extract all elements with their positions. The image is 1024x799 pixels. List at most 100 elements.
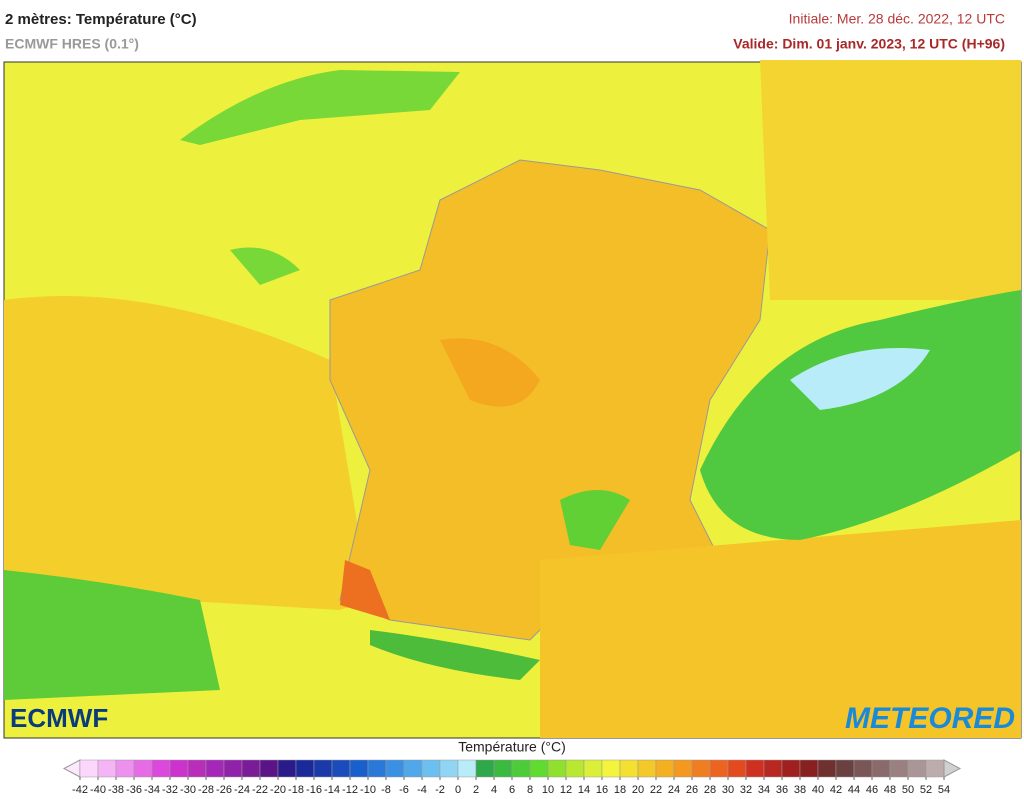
color-box (781, 759, 801, 778)
tick-label: -2 (435, 784, 445, 796)
color-box (619, 759, 639, 778)
color-box (277, 759, 297, 778)
tick-label: -40 (90, 784, 106, 796)
tick-label: -18 (288, 784, 304, 796)
valid-time: Valide: Dim. 01 janv. 2023, 12 UTC (H+96… (733, 36, 1005, 52)
tick-label: -14 (324, 784, 340, 796)
tick-label: 2 (473, 784, 479, 796)
color-box (241, 759, 261, 778)
south-area (540, 520, 1021, 738)
color-box (421, 759, 441, 778)
color-box (763, 759, 783, 778)
color-box (169, 759, 189, 778)
tick-label: -4 (417, 784, 427, 796)
colorbar-under (62, 759, 81, 778)
tick-label: 4 (491, 784, 497, 796)
tick-label: 16 (596, 784, 608, 796)
warm-zone (440, 338, 540, 407)
pyrenees-west-cold (4, 570, 220, 700)
tick-label: -10 (360, 784, 376, 796)
tick-label: 24 (668, 784, 680, 796)
tick-label: -36 (126, 784, 142, 796)
color-box (385, 759, 405, 778)
color-box (259, 759, 279, 778)
tick-label: -12 (342, 784, 358, 796)
tick-label: -34 (144, 784, 160, 796)
initial-time: Initiale: Mer. 28 déc. 2022, 12 UTC (789, 11, 1005, 27)
color-box (205, 759, 225, 778)
color-box (745, 759, 765, 778)
tick-label: -30 (180, 784, 196, 796)
england-cold (180, 70, 460, 145)
color-box (79, 759, 99, 778)
brittany-cold (230, 247, 300, 285)
color-box (673, 759, 693, 778)
color-box (367, 759, 387, 778)
tick-label: 42 (830, 784, 842, 796)
color-box (349, 759, 369, 778)
color-box (907, 759, 927, 778)
color-box (709, 759, 729, 778)
tick-label: 20 (632, 784, 644, 796)
color-box (403, 759, 423, 778)
tick-label: 18 (614, 784, 626, 796)
color-box (853, 759, 873, 778)
tick-label: -6 (399, 784, 409, 796)
color-box (547, 759, 567, 778)
color-box (187, 759, 207, 778)
tick-label: 14 (578, 784, 590, 796)
color-box (331, 759, 351, 778)
tick-label: -42 (72, 784, 88, 796)
color-box (583, 759, 603, 778)
tick-label: 22 (650, 784, 662, 796)
color-box (889, 759, 909, 778)
tick-label: 26 (686, 784, 698, 796)
tick-label: 28 (704, 784, 716, 796)
colorbar: -42 -40 -38 -36 -34 -32 -30 -28 -26 -24 -22 -20 -18-… (62, 759, 962, 796)
tick-label: 12 (560, 784, 572, 796)
color-box (295, 759, 315, 778)
tick-label: -20 (270, 784, 286, 796)
tick-label: 46 (866, 784, 878, 796)
map-area (3, 60, 1022, 739)
france-land (329, 159, 771, 641)
tick-label: 0 (455, 784, 461, 796)
color-box (313, 759, 333, 778)
color-box (439, 759, 459, 778)
tick-label: 38 (794, 784, 806, 796)
color-box (511, 759, 531, 778)
tick-label: -22 (252, 784, 268, 796)
tick-label: 48 (884, 784, 896, 796)
colorbar-title: Température (°C) (458, 739, 566, 755)
tick-label: 30 (722, 784, 734, 796)
massif-central-cold (560, 490, 630, 550)
color-box (97, 759, 117, 778)
alps-peaks (790, 348, 930, 410)
meteored-logo: METEORED (845, 702, 1015, 735)
color-box (799, 759, 819, 778)
east-area (760, 60, 1021, 300)
tick-label: 32 (740, 784, 752, 796)
pyrenees-cold (370, 630, 540, 680)
tick-label: 8 (527, 784, 533, 796)
color-box (655, 759, 675, 778)
color-box (475, 759, 495, 778)
tick-label: 52 (920, 784, 932, 796)
color-box (529, 759, 549, 778)
tick-label: -16 (306, 784, 322, 796)
color-box (565, 759, 585, 778)
tick-label: 10 (542, 784, 554, 796)
tick-label: 40 (812, 784, 824, 796)
model-name: ECMWF HRES (0.1°) (5, 36, 139, 52)
color-box (151, 759, 171, 778)
tick-label: -28 (198, 784, 214, 796)
color-box (223, 759, 243, 778)
color-box (727, 759, 747, 778)
tick-label: -32 (162, 784, 178, 796)
color-box (817, 759, 837, 778)
tick-label: 34 (758, 784, 770, 796)
color-box (925, 759, 945, 778)
tick-label: 54 (938, 784, 950, 796)
